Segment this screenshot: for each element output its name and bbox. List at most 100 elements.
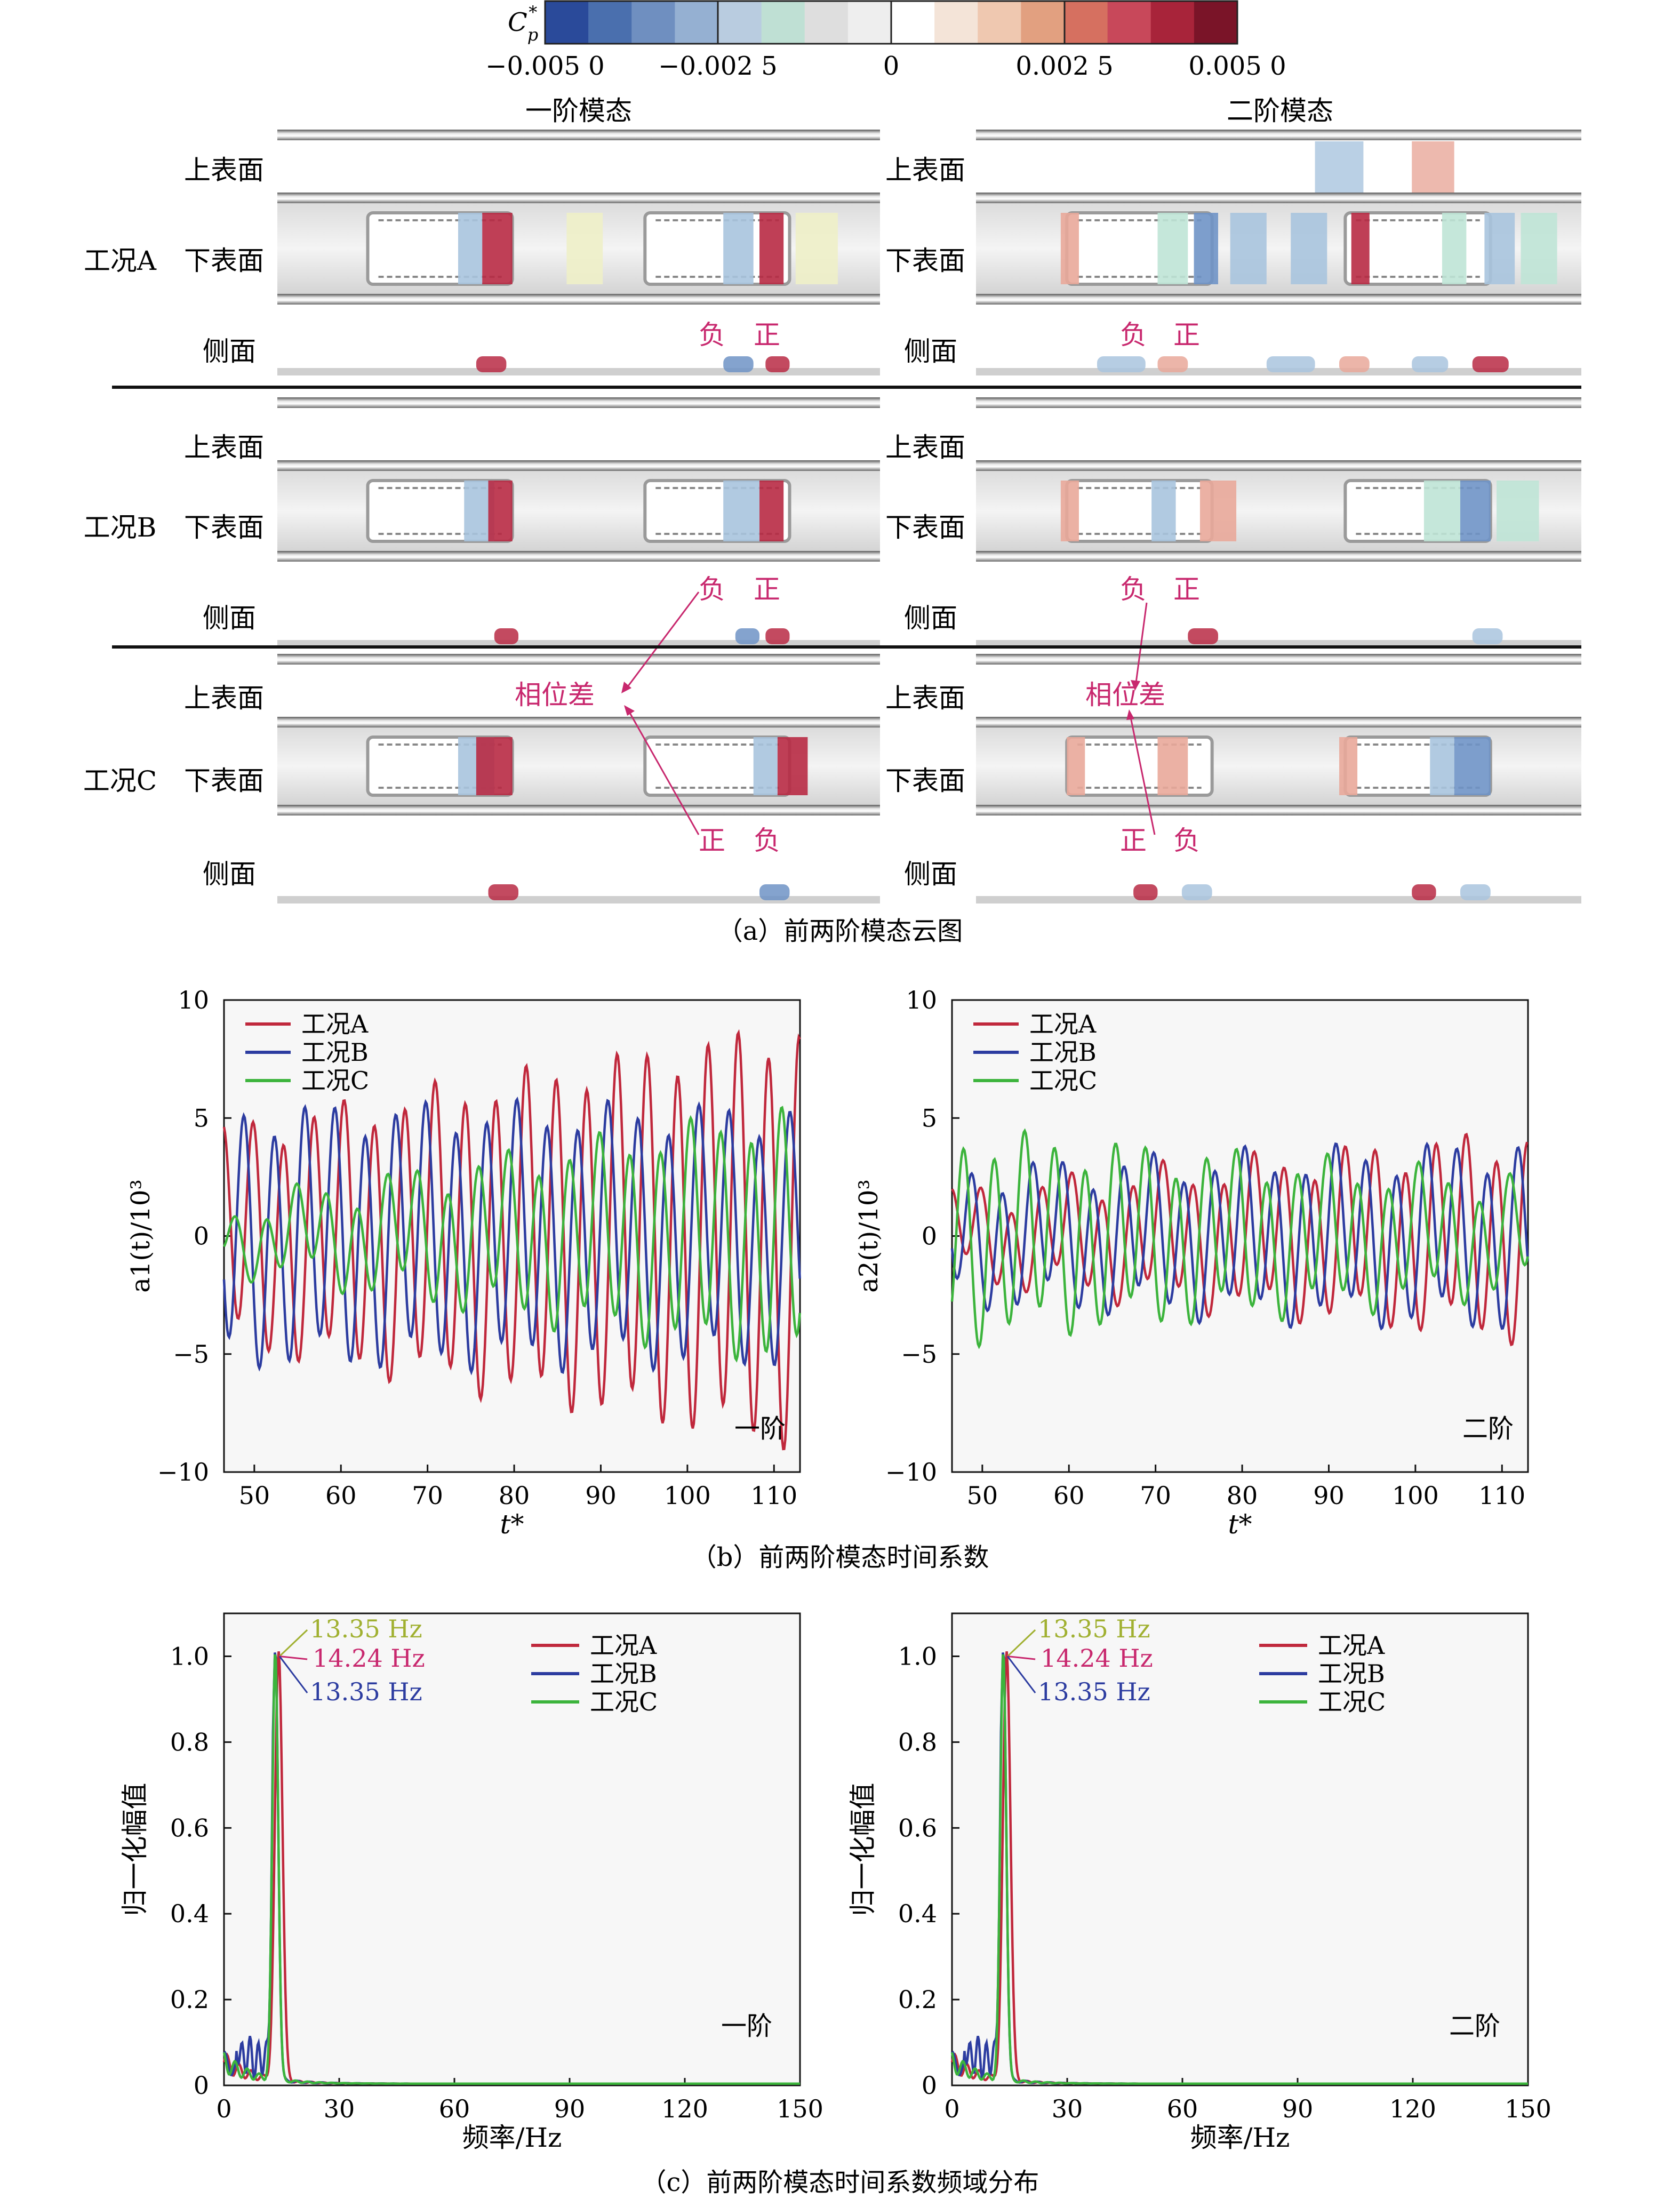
colorbar-swatch bbox=[761, 1, 805, 44]
pressure-patch bbox=[1199, 481, 1237, 541]
x-tick-label: 90 bbox=[1313, 1481, 1345, 1510]
rail-upper-lower bbox=[976, 193, 1581, 203]
arrow-phase-1a bbox=[626, 591, 700, 689]
y-axis-label: 归一化幅值 bbox=[119, 1783, 150, 1916]
plot-frame bbox=[951, 999, 1529, 1473]
peak-label: 14.24 Hz bbox=[1041, 1644, 1153, 1673]
surface-label: 上表面 bbox=[184, 683, 264, 714]
colorbar-swatch bbox=[631, 1, 675, 44]
plot-frame bbox=[951, 1612, 1529, 2086]
pressure-patch bbox=[1423, 481, 1460, 541]
peak-arrow bbox=[279, 1629, 308, 1657]
peak-arrow bbox=[279, 1655, 308, 1660]
row-labels: 上表面下表面侧面上表面下表面侧面工况A上表面下表面侧面上表面下表面侧面工况B上表… bbox=[83, 155, 965, 890]
pressure-patch bbox=[1430, 737, 1454, 795]
x-axis-label: t* bbox=[500, 1509, 524, 1540]
time-plot-mode2: 50 60 70 80 90 100 1101050−5−10t*a2(t)/10³工况A工… bbox=[854, 986, 1529, 1540]
surface-label: 下表面 bbox=[885, 512, 965, 543]
annot-neg-a1: 负 bbox=[699, 319, 725, 350]
side-pressure-patch bbox=[765, 628, 790, 644]
x-tick-label: 60 bbox=[1053, 1481, 1085, 1510]
rail-upper-lower bbox=[976, 717, 1581, 727]
colorbar-swatch bbox=[1150, 1, 1195, 44]
pressure-patch bbox=[1151, 481, 1176, 541]
side-pressure-patch bbox=[1133, 884, 1158, 900]
annot-pos-a2: 正 bbox=[1173, 319, 1200, 350]
y-tick-label: −5 bbox=[901, 1340, 937, 1369]
mode2-title: 二阶模态 bbox=[1227, 95, 1333, 126]
y-tick-label: 0.8 bbox=[898, 1728, 937, 1756]
y-tick-label: 0 bbox=[922, 1222, 937, 1251]
y-tick-label: 10 bbox=[906, 986, 937, 1014]
side-pressure-patch bbox=[1472, 356, 1509, 372]
arrowhead-2b bbox=[1126, 709, 1134, 720]
legend-label: 工况B bbox=[301, 1038, 369, 1067]
side-pressure-patch bbox=[1412, 884, 1436, 900]
legend-label: 工况A bbox=[301, 1010, 369, 1038]
rail-upper-lower bbox=[976, 460, 1581, 471]
rail-lower bbox=[976, 805, 1581, 815]
plot-tag: 二阶 bbox=[1449, 2011, 1500, 2041]
y-axis-label: 归一化幅值 bbox=[847, 1783, 878, 1916]
side-pressure-patch bbox=[1460, 884, 1491, 900]
plot-tag: 一阶 bbox=[721, 2011, 772, 2041]
pressure-patch bbox=[566, 213, 603, 284]
rail-upper-lower bbox=[277, 460, 880, 471]
y-tick-label: 5 bbox=[922, 1104, 937, 1132]
y-tick-label: 0.8 bbox=[170, 1728, 209, 1756]
plot-frame bbox=[223, 1612, 801, 2086]
surface-label: 侧面 bbox=[904, 603, 957, 634]
freq-plot-mode1: 0 30 60 90 120 150 1.0 0.8 0.6 0.4 0.2 0 频率/Hz 归一化幅值 1… bbox=[119, 1612, 823, 2153]
pressure-patch bbox=[1497, 481, 1539, 541]
series-line-a bbox=[222, 1029, 801, 1451]
side-pressure-patch bbox=[759, 884, 790, 900]
surface-label: 上表面 bbox=[184, 155, 264, 186]
x-tick-label: 80 bbox=[1227, 1481, 1258, 1510]
peak-arrow bbox=[278, 1656, 308, 1693]
annot-pos-c2: 正 bbox=[1120, 825, 1147, 856]
surface-label: 上表面 bbox=[885, 432, 965, 463]
rail-upper bbox=[277, 397, 880, 408]
x-tick-label: 120 bbox=[1389, 2094, 1436, 2123]
time-plot-mode1: 50 60 70 80 90 100 1101050−5−10t*a1(t)/10³工况A工… bbox=[126, 986, 801, 1540]
mode1-title: 一阶模态 bbox=[525, 95, 632, 126]
x-tick-label: 30 bbox=[1052, 2094, 1083, 2123]
side-pressure-patch bbox=[494, 628, 518, 644]
legend-label: 工况A bbox=[1318, 1631, 1385, 1660]
annot-neg-b1: 负 bbox=[699, 574, 725, 605]
arrowhead-1a bbox=[621, 682, 631, 693]
panel-a: 一阶模态 二阶模态 上表面下表面侧面上表面下表面侧面工况A上表面下表面侧面上表面… bbox=[83, 95, 1581, 946]
surface-label: 下表面 bbox=[184, 512, 264, 543]
x-tick-label: 150 bbox=[1505, 2094, 1551, 2123]
surface-label: 侧面 bbox=[904, 859, 957, 890]
spectrum-line-c bbox=[222, 1654, 800, 2085]
peak-arrow bbox=[1007, 1655, 1036, 1660]
rail-upper bbox=[277, 654, 880, 665]
x-tick-label: 70 bbox=[412, 1481, 443, 1510]
arrow-phase-1b bbox=[628, 711, 700, 835]
colorbar-tick-2: −0.002 5 bbox=[658, 51, 777, 81]
x-tick-label: 60 bbox=[325, 1481, 357, 1510]
colorbar-tick-4: 0.002 5 bbox=[1015, 51, 1113, 81]
series-line-c bbox=[950, 1128, 1529, 1349]
upper-pressure-patch bbox=[1412, 141, 1454, 193]
arrow-phase-2b bbox=[1130, 717, 1156, 835]
surface-label: 侧面 bbox=[904, 336, 957, 367]
pressure-patch bbox=[458, 213, 483, 284]
peak-label: 13.35 Hz bbox=[1038, 1677, 1150, 1706]
x-tick-label: 90 bbox=[585, 1481, 617, 1510]
peak-label: 13.35 Hz bbox=[1038, 1614, 1150, 1643]
x-tick-label: 80 bbox=[499, 1481, 530, 1510]
y-axis-label: a2(t)/10³ bbox=[854, 1179, 884, 1292]
pressure-patch bbox=[1442, 213, 1467, 284]
y-tick-label: 0.2 bbox=[170, 1985, 209, 2014]
freq-plot-mode2: 0 30 60 90 120 150 1.0 0.8 0.6 0.4 0.2 0 频率/Hz 归一化幅值 1… bbox=[847, 1612, 1551, 2153]
colorbar-tick-3: 0 bbox=[883, 51, 900, 81]
annot-pos-b1: 正 bbox=[754, 574, 780, 605]
rail-lower bbox=[277, 551, 880, 562]
colorbar-swatch bbox=[934, 1, 978, 44]
pressure-patch bbox=[777, 737, 808, 795]
annot-pos-b2: 正 bbox=[1173, 574, 1200, 605]
colorbar-swatch bbox=[1021, 1, 1065, 44]
arrowhead-2a bbox=[1131, 680, 1140, 691]
